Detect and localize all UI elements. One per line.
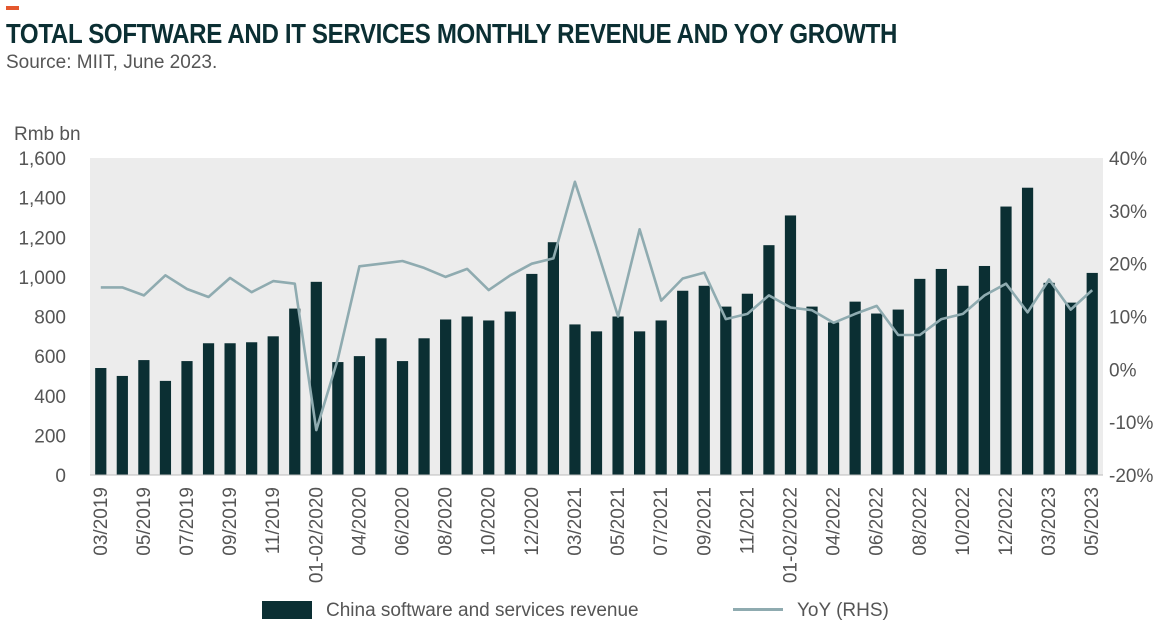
bar-04/2022 <box>827 322 840 475</box>
bar-03/2019 <box>95 368 107 475</box>
x-tick-label: 08/2020 <box>436 487 457 556</box>
bar-01-02/2020 <box>310 281 322 475</box>
bar-12/2019 <box>289 308 301 475</box>
y-tick-label: 0 <box>55 466 66 487</box>
x-tick-label: 06/2020 <box>393 487 414 556</box>
bar-05/2021 <box>612 316 624 475</box>
bar-11/2019 <box>267 336 279 475</box>
bar-06/2021 <box>634 331 646 475</box>
bar-03/2023 <box>1043 282 1055 475</box>
x-tick-label: 06/2022 <box>867 487 888 556</box>
y2-tick-label: 10% <box>1109 308 1147 329</box>
bar-10/2020 <box>483 320 495 475</box>
y-tick-label: 1,400 <box>18 189 66 210</box>
bar-03/2022 <box>806 306 818 475</box>
bar-08/2019 <box>202 343 215 475</box>
y-tick-label: 200 <box>34 426 66 447</box>
bar-01-02/2023 <box>1021 187 1034 475</box>
bar-04/2021 <box>590 331 603 475</box>
x-tick-label: 09/2019 <box>220 487 241 556</box>
bar-07/2022 <box>892 309 904 475</box>
legend-item-revenue: China software and services revenue <box>262 600 639 622</box>
bar-06/2022 <box>871 313 883 475</box>
bar-07/2021 <box>655 320 667 475</box>
bar-01-02/2021 <box>547 242 559 475</box>
legend-label-yoy: YoY (RHS) <box>797 600 889 621</box>
x-tick-label: 05/2023 <box>1082 487 1103 556</box>
x-tick-label: 12/2020 <box>522 487 543 556</box>
x-tick-label: 10/2022 <box>953 487 974 556</box>
bar-01-02/2022 <box>784 215 797 476</box>
y2-tick-label: 0% <box>1109 360 1137 381</box>
x-tick-label: 01-02/2022 <box>780 487 801 583</box>
bar-09/2021 <box>698 285 710 475</box>
x-tick-label: 04/2022 <box>824 487 845 556</box>
y2-tick-label: 30% <box>1109 202 1147 223</box>
bar-04/2019 <box>116 375 128 475</box>
x-tick-label: 12/2022 <box>996 487 1017 556</box>
accent-bar <box>6 6 19 10</box>
x-tick-label: 10/2020 <box>479 487 500 556</box>
bar-04/2020 <box>353 356 366 475</box>
y2-tick-label: 20% <box>1109 255 1147 276</box>
bar-05/2022 <box>849 301 861 475</box>
x-tick-label: 07/2021 <box>651 487 672 556</box>
bar-03/2020 <box>332 362 344 475</box>
x-tick-label: 03/2019 <box>91 487 112 556</box>
legend-swatch-line <box>733 608 783 611</box>
x-tick-label: 01-02/2020 <box>306 487 327 583</box>
y-tick-label: 1,200 <box>18 228 66 249</box>
bar-05/2023 <box>1086 272 1098 475</box>
y2-tick-label: -20% <box>1109 466 1153 487</box>
bar-10/2021 <box>720 306 732 475</box>
bar-12/2020 <box>526 273 538 475</box>
bar-03/2021 <box>569 324 581 475</box>
yoy-line <box>100 180 1094 432</box>
bar-10/2019 <box>246 342 258 475</box>
x-tick-label: 11/2019 <box>263 487 284 554</box>
x-tick-label: 09/2021 <box>694 487 715 556</box>
bar-06/2020 <box>396 361 409 475</box>
bar-11/2020 <box>504 311 516 475</box>
legend-swatch-bar <box>262 601 312 619</box>
y-tick-label: 600 <box>34 347 66 368</box>
y-tick-label: 1,000 <box>18 268 66 289</box>
x-tick-label: 04/2020 <box>349 487 370 556</box>
y-tick-label: 1,600 <box>18 149 66 170</box>
y-axis-label: Rmb bn <box>14 124 81 145</box>
x-tick-label: 07/2019 <box>177 487 198 556</box>
y-tick-label: 400 <box>34 387 66 408</box>
x-tick-label: 03/2023 <box>1039 487 1060 556</box>
bar-05/2019 <box>138 360 150 475</box>
y2-tick-label: -10% <box>1109 413 1153 434</box>
bar-12/2022 <box>1000 206 1012 475</box>
bar-11/2022 <box>978 265 991 475</box>
bar-05/2020 <box>375 338 387 475</box>
x-tick-label: 08/2022 <box>910 487 931 556</box>
x-tick-label: 05/2019 <box>134 487 155 556</box>
bar-04/2023 <box>1065 302 1077 475</box>
y-tick-label: 800 <box>34 308 66 329</box>
chart-title: TOTAL SOFTWARE AND IT SERVICES MONTHLY R… <box>6 18 898 49</box>
bar-10/2022 <box>957 285 969 475</box>
x-tick-label: 03/2021 <box>565 487 586 556</box>
bar-08/2022 <box>914 278 926 475</box>
bar-11/2021 <box>741 293 753 475</box>
x-tick-label: 05/2021 <box>608 487 629 556</box>
bar-09/2019 <box>224 343 236 475</box>
bar-12/2021 <box>763 245 775 475</box>
y2-tick-label: 40% <box>1109 149 1147 170</box>
x-tick-label: 11/2021 <box>737 487 758 554</box>
bar-07/2019 <box>181 361 193 475</box>
bar-06/2019 <box>159 380 172 475</box>
legend-label-revenue: China software and services revenue <box>326 600 639 621</box>
bar-08/2021 <box>677 290 689 475</box>
bar-09/2022 <box>935 268 947 475</box>
bar-07/2020 <box>418 338 430 475</box>
bar-08/2020 <box>440 319 452 475</box>
chart-source: Source: MIIT, June 2023. <box>6 52 218 73</box>
legend-item-yoy: YoY (RHS) <box>733 600 889 622</box>
bar-09/2020 <box>461 316 473 475</box>
